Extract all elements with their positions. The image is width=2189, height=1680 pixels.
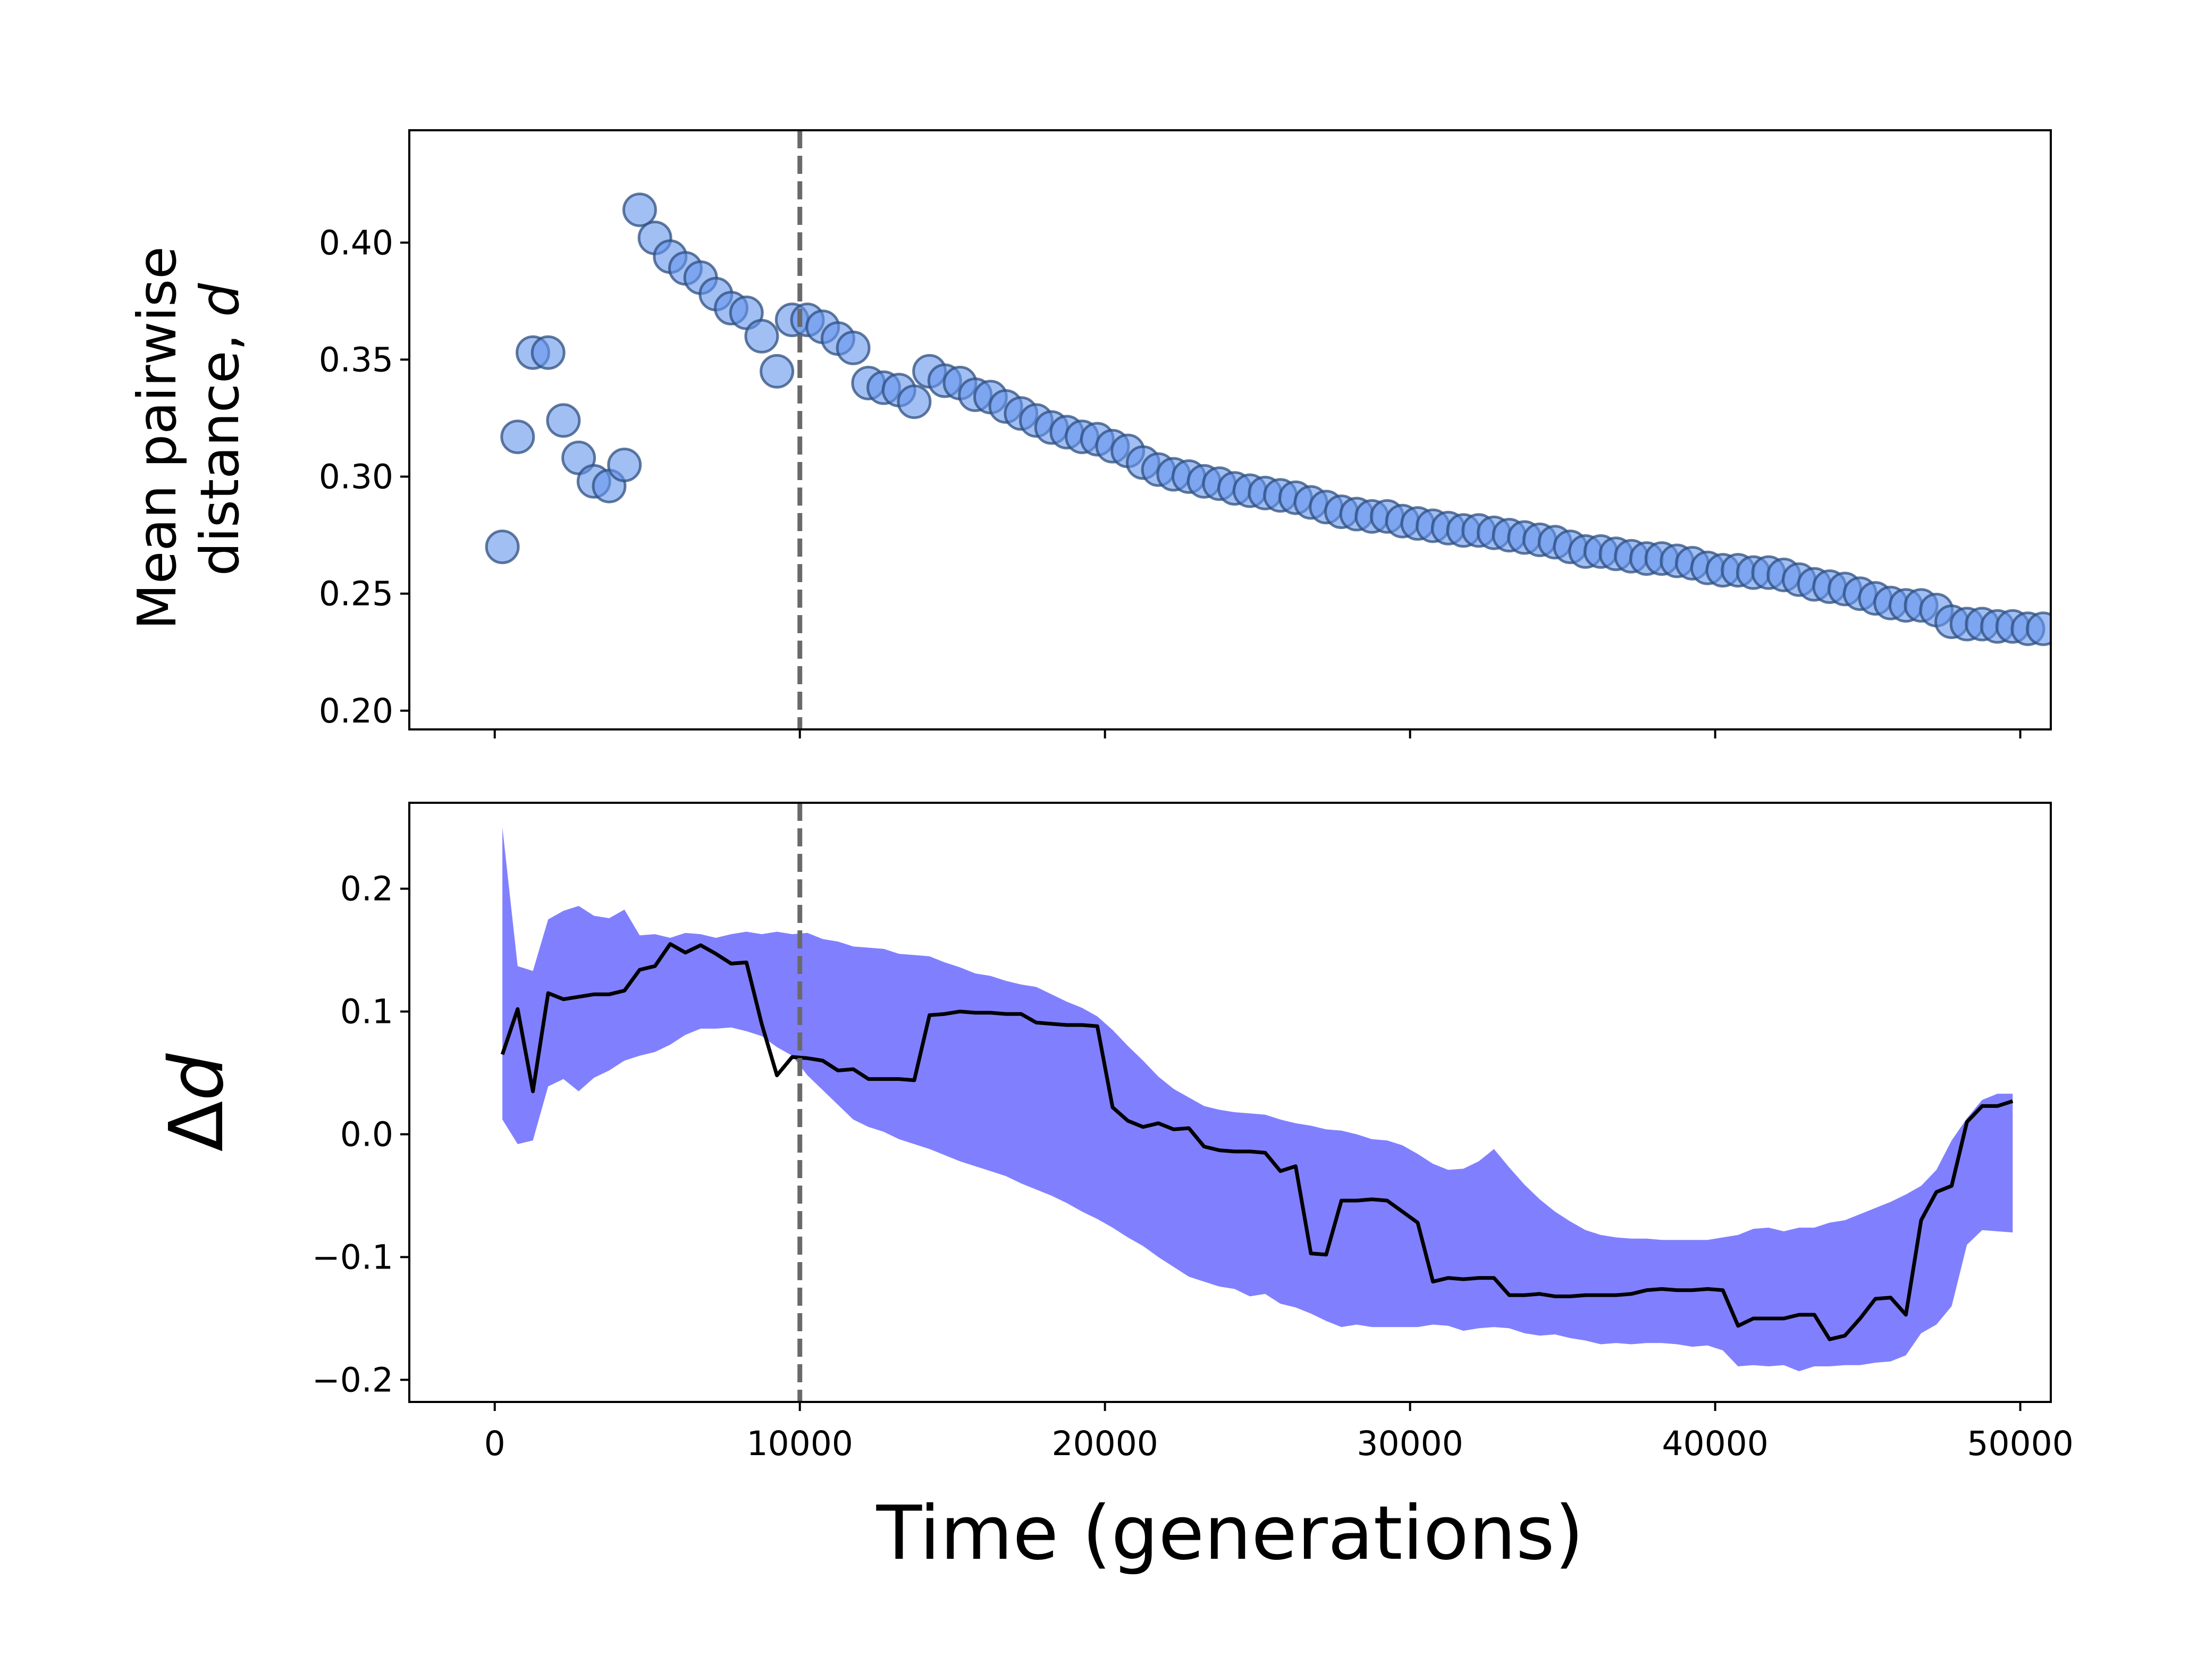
- scatter-point: [546, 403, 581, 438]
- scatter-point: [897, 384, 932, 419]
- x-axis-label: Time (generations): [876, 1490, 1584, 1577]
- bottom-xtick-label: 20000: [1051, 1424, 1158, 1463]
- top-yticks: 0.20 0.25 0.30 0.35 0.40: [319, 223, 409, 730]
- scatter-point: [836, 330, 871, 365]
- bottom-xtick-label: 50000: [1967, 1424, 2073, 1463]
- scatter-point: [607, 448, 642, 482]
- scatter-point: [622, 192, 657, 228]
- top-xticks: [493, 729, 2022, 738]
- bottom-ylabel-var: d: [154, 1053, 240, 1101]
- bottom-ytick-label: −0.2: [312, 1360, 393, 1399]
- scatter-point: [531, 335, 566, 370]
- bottom-ytick-label: 0.2: [340, 870, 393, 909]
- bottom-ytick-label: 0.1: [340, 993, 393, 1031]
- top-ylabel-line2-text: distance,: [189, 317, 251, 576]
- top-points: [485, 192, 2051, 646]
- scatter-point: [500, 419, 535, 455]
- bottom-ytick-label: 0.0: [340, 1115, 393, 1154]
- bottom-band: [502, 827, 2013, 1372]
- bottom-yticks: −0.2 −0.1 0.0 0.1 0.2: [312, 870, 409, 1399]
- bottom-mean-line: [500, 942, 2014, 1341]
- bottom-xticks: 0 10000 20000 30000 40000 50000: [484, 1402, 2074, 1463]
- top-ylabel: Mean pairwise distance, d: [126, 230, 251, 630]
- top-ylabel-var: d: [189, 283, 251, 317]
- bottom-xtick-label: 30000: [1357, 1424, 1463, 1463]
- bottom-panel: −0.2 −0.1 0.0 0.1 0.2 0 10000 20000 30000 40000 5…: [154, 802, 2074, 1577]
- bottom-xtick-label: 10000: [746, 1424, 853, 1463]
- top-ytick-label: 0.30: [319, 458, 393, 497]
- top-axes-frame: [408, 129, 2052, 730]
- scatter-point: [485, 530, 520, 565]
- top-ytick-label: 0.25: [319, 575, 393, 614]
- scatter-point: [744, 318, 779, 354]
- bottom-ytick-label: −0.1: [312, 1238, 393, 1276]
- bottom-xtick-label: 40000: [1662, 1424, 1768, 1463]
- top-ytick-label: 0.20: [319, 692, 393, 730]
- bottom-xtick-label: 0: [484, 1424, 506, 1463]
- bottom-ylabel: Δd: [154, 1053, 240, 1152]
- bottom-axes-frame: [408, 802, 2052, 1403]
- top-ytick-label: 0.35: [319, 340, 393, 379]
- bottom-ylabel-prefix: Δ: [154, 1101, 240, 1152]
- top-ylabel-line1: Mean pairwise: [126, 246, 188, 629]
- scatter-point: [2026, 611, 2051, 646]
- top-panel: 0.20 0.25 0.30 0.35 0.40 Mean pairwise dista…: [126, 129, 2052, 738]
- scatter-point: [760, 354, 795, 389]
- top-ytick-label: 0.40: [319, 223, 393, 262]
